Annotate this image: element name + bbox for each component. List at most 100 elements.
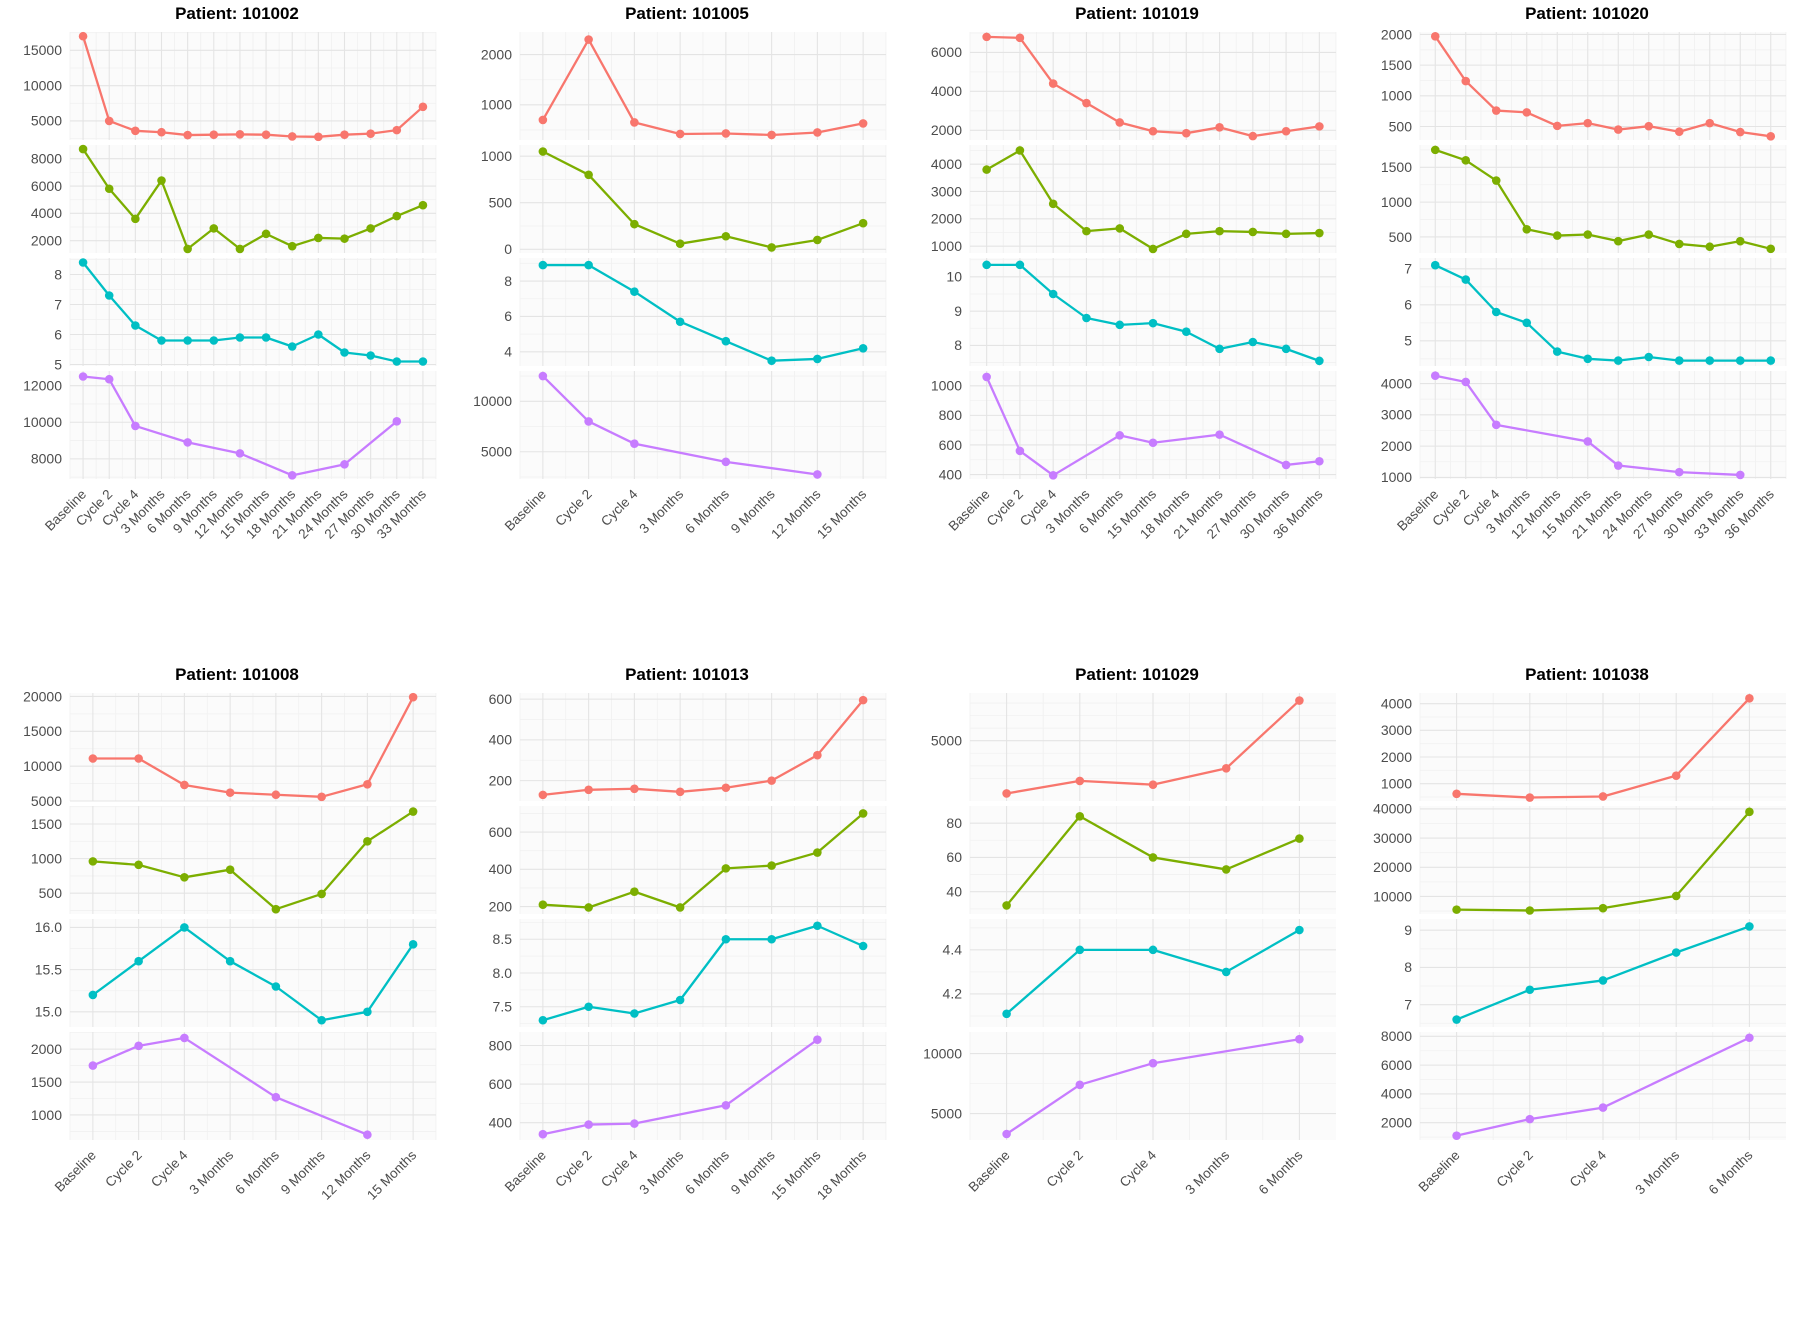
panel-title-text: Patient: 101008 xyxy=(175,665,299,684)
data-point xyxy=(363,779,372,789)
y-tick-label: 4000 xyxy=(1381,695,1412,711)
data-point xyxy=(767,130,776,140)
panel-title: Patient: 101013 xyxy=(450,661,900,689)
subpanel-teal-series: 4.4 4.2 xyxy=(943,919,1336,1027)
data-point xyxy=(675,239,685,248)
y-tick-label: 8 xyxy=(504,273,512,289)
data-point xyxy=(858,119,868,128)
data-point xyxy=(1248,227,1258,237)
data-point xyxy=(340,234,349,243)
subpanel-green-series: 1000 500 0 xyxy=(481,145,887,257)
data-point xyxy=(1075,1080,1085,1090)
purple-series-line xyxy=(1455,1036,1751,1137)
data-point xyxy=(1674,356,1684,365)
data-point xyxy=(1048,199,1058,209)
data-point xyxy=(1705,356,1715,365)
data-point xyxy=(392,417,402,426)
data-point xyxy=(1613,236,1623,246)
data-point xyxy=(1583,354,1593,364)
y-tick-label: 7.5 xyxy=(493,999,513,1015)
y-tick-label: 400 xyxy=(489,732,513,748)
teal-series-line xyxy=(541,924,865,1022)
data-point xyxy=(721,1100,731,1110)
y-tick-label: 5000 xyxy=(31,793,62,809)
y-tick-label: 5 xyxy=(1404,333,1412,349)
green-series-line xyxy=(81,147,425,251)
purple-series-line xyxy=(81,375,398,477)
data-point xyxy=(1745,807,1754,817)
data-point xyxy=(630,219,639,229)
data-point xyxy=(1075,945,1085,955)
y-tick-label: 3000 xyxy=(931,183,962,199)
y-tick-label: 1000 xyxy=(931,378,962,394)
data-point xyxy=(858,941,868,951)
y-tick-label: 400 xyxy=(489,1114,513,1130)
panel-title: Patient: 101029 xyxy=(900,661,1350,689)
data-point xyxy=(363,1007,372,1017)
data-point xyxy=(721,457,731,467)
data-point xyxy=(1766,132,1776,141)
data-point xyxy=(1148,945,1158,955)
x-tick-label: 6 Months xyxy=(682,1147,732,1197)
y-tick-label: 10000 xyxy=(23,77,62,93)
y-tick-label: 200 xyxy=(489,898,513,914)
y-tick-label: 1500 xyxy=(31,816,62,832)
data-point xyxy=(1281,344,1291,354)
y-tick-label: 7 xyxy=(1404,261,1412,277)
data-point xyxy=(982,372,991,382)
panel-title-text: Patient: 101038 xyxy=(1525,665,1649,684)
red-series-line xyxy=(91,696,415,798)
y-tick-label: 4000 xyxy=(931,156,962,172)
y-tick-label: 6 xyxy=(504,308,512,324)
y-tick-label: 15.5 xyxy=(35,961,62,977)
data-point xyxy=(408,940,418,949)
data-point xyxy=(767,243,776,252)
y-tick-label: 12000 xyxy=(23,377,62,393)
data-point xyxy=(1295,696,1304,705)
data-point xyxy=(1522,318,1532,328)
subpanel-green-series: 80 60 40 xyxy=(946,806,1336,914)
data-point xyxy=(1281,460,1291,470)
y-tick-label: 80 xyxy=(946,815,962,831)
patient-panel-101008: Patient: 101008 20000 15000 10000 5000 1500 1… xyxy=(0,661,450,1322)
data-point xyxy=(1613,461,1623,470)
subpanel-red-series: 20000 15000 10000 5000 xyxy=(23,689,437,809)
data-point xyxy=(314,233,323,243)
x-tick-label: Baseline xyxy=(1394,487,1441,534)
data-point xyxy=(1181,128,1191,138)
data-point xyxy=(1745,694,1754,703)
data-point xyxy=(271,1092,281,1102)
patient-chart: 1500010000500080006000400020008765120001… xyxy=(23,31,437,542)
data-point xyxy=(630,287,639,296)
data-point xyxy=(858,695,868,705)
x-tick-label: Baseline xyxy=(965,1148,1012,1195)
subpanel-red-series: 2000 1000 xyxy=(481,32,887,140)
data-point xyxy=(630,118,639,127)
green-series-line xyxy=(541,812,865,909)
subpanel-teal-series: 7 6 5 xyxy=(1404,258,1787,366)
y-tick-label: 1000 xyxy=(1381,469,1412,485)
data-point xyxy=(366,129,375,138)
data-point xyxy=(104,291,114,300)
data-point xyxy=(1583,118,1593,128)
data-point xyxy=(767,861,776,870)
data-point xyxy=(1248,337,1258,347)
data-point xyxy=(721,783,731,793)
data-point xyxy=(1705,242,1715,252)
data-point xyxy=(1075,811,1085,821)
y-tick-label: 60 xyxy=(946,849,962,865)
data-point xyxy=(858,218,868,228)
data-point xyxy=(78,31,88,41)
data-point xyxy=(1430,371,1440,380)
data-point xyxy=(1148,1058,1158,1068)
y-tick-label: 15.0 xyxy=(35,1004,62,1020)
subpanel-red-series: 2000 1500 1000 500 xyxy=(1381,28,1787,141)
y-tick-label: 500 xyxy=(39,885,63,901)
y-tick-label: 4000 xyxy=(31,205,62,221)
data-point xyxy=(584,1002,593,1012)
data-point xyxy=(209,130,219,140)
y-tick-label: 4 xyxy=(504,344,512,360)
data-point xyxy=(538,147,548,156)
